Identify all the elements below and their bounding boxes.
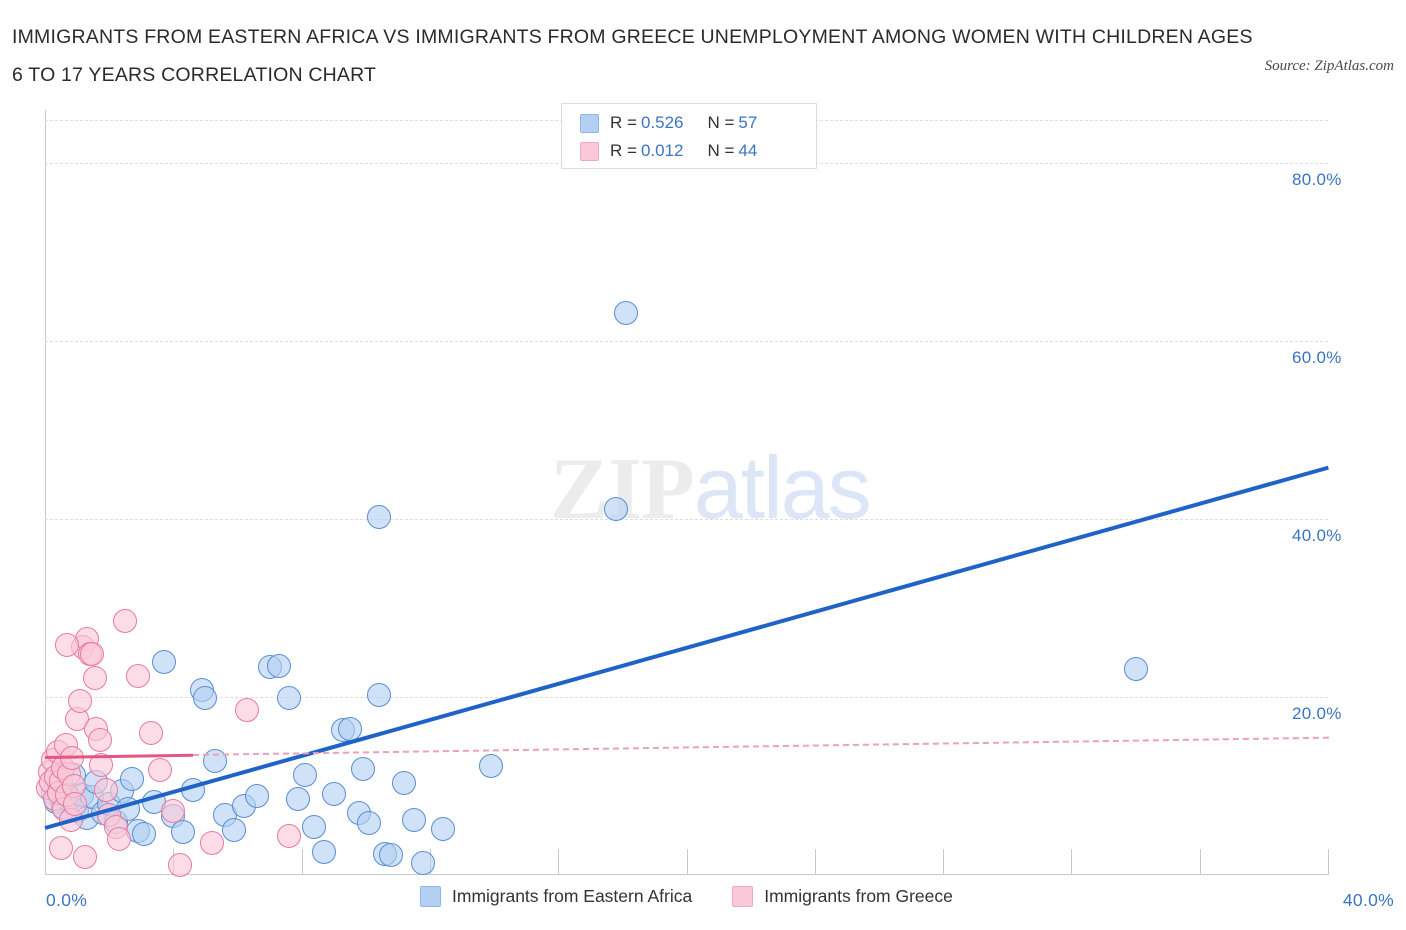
- series-legend: Immigrants from Eastern Africa Immigrant…: [420, 886, 993, 907]
- scatter-plot-area: [36, 110, 1329, 878]
- scatter-point: [119, 766, 144, 791]
- legend-label-greece: Immigrants from Greece: [764, 886, 953, 906]
- correlation-stats-box: R = 0.526 N = 57 R = 0.012 N = 44: [561, 103, 817, 169]
- scatter-point: [276, 823, 301, 848]
- x-tick-40: [1328, 849, 1329, 875]
- scatter-point: [401, 807, 426, 832]
- legend-swatch-blue-icon: [420, 886, 441, 907]
- scatter-point: [379, 842, 404, 867]
- x-tick-28: [943, 849, 945, 875]
- scatter-point: [430, 816, 455, 841]
- scatter-point: [89, 752, 114, 777]
- scatter-point: [138, 720, 163, 745]
- legend-swatch-pink-icon: [732, 886, 754, 907]
- stats-r-label-pink: R =: [610, 141, 637, 160]
- scatter-point: [613, 300, 638, 325]
- scatter-point: [337, 717, 362, 742]
- scatter-point: [87, 727, 112, 752]
- scatter-point: [93, 777, 118, 802]
- y-axis-line: [45, 110, 46, 875]
- scatter-point: [63, 791, 88, 816]
- scatter-point: [180, 778, 205, 803]
- scatter-point: [49, 836, 74, 861]
- x-axis-min-label: 0.0%: [46, 890, 88, 910]
- x-tick-20: [686, 849, 688, 875]
- scatter-point: [202, 749, 227, 774]
- scatter-point: [126, 663, 151, 688]
- stats-n-label-blue: N =: [707, 113, 735, 132]
- scatter-point: [302, 814, 327, 839]
- scatter-point: [244, 783, 269, 808]
- scatter-point: [603, 497, 628, 522]
- legend-item-greece[interactable]: Immigrants from Greece: [732, 886, 953, 907]
- source-label: Source: ZipAtlas.com: [1264, 58, 1394, 74]
- y-tick-label-40: 40.0%: [1292, 526, 1342, 546]
- stats-row-greece: R = 0.012 N = 44: [562, 137, 816, 165]
- scatter-point: [478, 753, 503, 778]
- scatter-point: [1123, 656, 1148, 681]
- legend-item-eastern-africa[interactable]: Immigrants from Eastern Africa: [420, 886, 692, 907]
- scatter-point: [151, 650, 176, 675]
- scatter-point: [267, 653, 292, 678]
- scatter-point: [235, 697, 260, 722]
- stats-r-label-blue: R =: [610, 113, 637, 132]
- scatter-point: [170, 820, 195, 845]
- scatter-point: [82, 665, 107, 690]
- scatter-point: [68, 688, 93, 713]
- gridline-40: [45, 519, 1328, 521]
- scatter-point: [132, 822, 157, 847]
- scatter-point: [167, 853, 192, 878]
- y-tick-label-60: 60.0%: [1292, 348, 1342, 368]
- trendline-eastern-africa: [44, 465, 1329, 830]
- scatter-point: [286, 786, 311, 811]
- y-tick-label-20: 20.0%: [1292, 704, 1342, 724]
- gridline-60: [45, 341, 1328, 343]
- y-tick-label-80: 80.0%: [1292, 170, 1342, 190]
- x-tick-16: [558, 849, 560, 875]
- scatter-point: [161, 798, 186, 823]
- x-tick-24: [814, 849, 816, 875]
- stats-swatch-pink-icon: [580, 141, 599, 161]
- scatter-point: [148, 758, 173, 783]
- stats-swatch-blue-icon: [580, 113, 599, 133]
- scatter-point: [411, 850, 436, 875]
- x-tick-8: [301, 849, 303, 875]
- scatter-point: [366, 504, 391, 529]
- scatter-point: [222, 817, 247, 842]
- scatter-point: [356, 811, 381, 836]
- stats-n-label-pink: N =: [707, 141, 735, 160]
- scatter-point: [350, 757, 375, 782]
- stats-r-value-pink: 0.012: [640, 141, 684, 160]
- scatter-point: [366, 683, 391, 708]
- scatter-point: [60, 745, 85, 770]
- legend-label-eastern-africa: Immigrants from Eastern Africa: [452, 886, 693, 906]
- stats-n-value-blue: 57: [738, 113, 758, 132]
- x-tick-36: [1199, 849, 1201, 875]
- scatter-point: [292, 763, 317, 788]
- scatter-point: [79, 642, 104, 667]
- scatter-point: [55, 632, 80, 657]
- stats-row-eastern-africa: R = 0.526 N = 57: [562, 109, 816, 137]
- scatter-point: [193, 685, 218, 710]
- gridline-20: [45, 697, 1328, 699]
- scatter-point: [106, 827, 131, 852]
- stats-n-value-pink: 44: [738, 141, 758, 160]
- x-axis-max-label: 40.0%: [1342, 890, 1394, 910]
- scatter-point: [276, 685, 301, 710]
- scatter-point: [321, 782, 346, 807]
- x-tick-32: [1071, 849, 1073, 875]
- scatter-point: [312, 839, 337, 864]
- scatter-point: [113, 608, 138, 633]
- scatter-point: [199, 830, 224, 855]
- page-title: IMMIGRANTS FROM EASTERN AFRICA VS IMMIGR…: [12, 26, 1253, 86]
- scatter-point: [73, 845, 98, 870]
- stats-r-value-blue: 0.526: [640, 113, 684, 132]
- scatter-point: [392, 771, 417, 796]
